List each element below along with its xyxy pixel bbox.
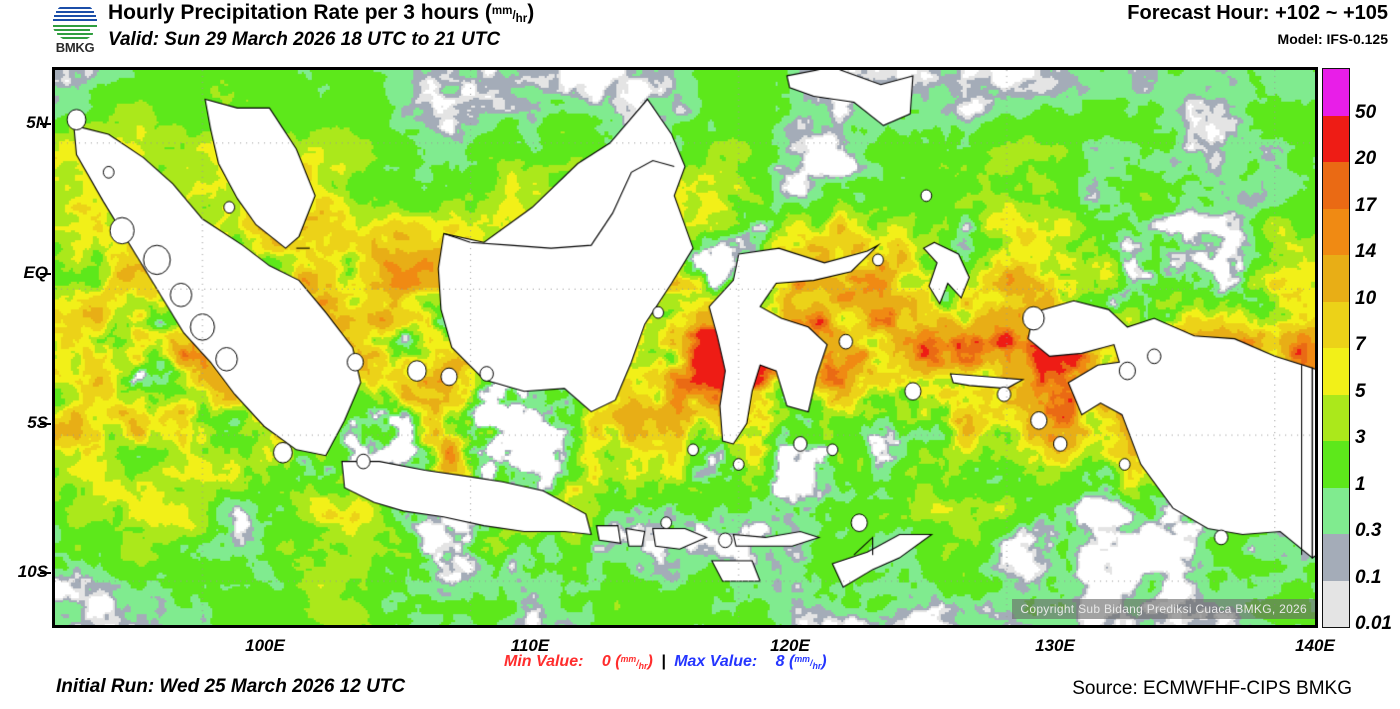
lon-label-140e: 140E: [1295, 636, 1335, 655]
colorbar-label-0.1: 0.1: [1355, 566, 1382, 588]
copyright-watermark: Copyright Sub Bidang Prediksi Cuaca BMKG…: [1012, 599, 1315, 619]
lon-label-120e: 120E: [770, 636, 810, 655]
initial-run-label: Initial Run: Wed 25 March 2026 12 UTC: [56, 676, 406, 697]
map-canvas: [55, 70, 1315, 625]
lat-tick-5s: [40, 423, 51, 425]
valid-time-subtitle: Valid: Sun 29 March 2026 18 UTC to 21 UT…: [108, 29, 501, 50]
lat-label-eq: EQ: [23, 263, 48, 282]
bmkg-logo-disc: [52, 2, 98, 42]
lat-tick-eq: [40, 273, 51, 275]
min-unit: (mm/hr): [610, 653, 653, 671]
model-label: Model: IFS-0.125: [1277, 31, 1388, 47]
colorbar-label-7: 7: [1355, 334, 1366, 355]
max-value: 8: [775, 653, 785, 670]
colorbar-segment-0.1: [1323, 534, 1349, 581]
bmkg-logo-text: BMKG: [55, 40, 95, 55]
colorbar-label-5: 5: [1355, 380, 1366, 402]
colorbar-segment-5: [1323, 348, 1349, 395]
lat-tick-10s: [40, 572, 51, 574]
colorbar-label-20: 20: [1355, 148, 1377, 169]
colorbar-segment-14: [1323, 208, 1349, 255]
colorbar-segment-0.01: [1323, 580, 1349, 627]
colorbar-segment-10: [1323, 255, 1349, 302]
source-label: Source: ECMWFHF-CIPS BMKG: [1072, 678, 1352, 699]
page-title: Hourly Precipitation Rate per 3 hours (m…: [108, 1, 535, 26]
lon-label-110e: 110E: [510, 636, 550, 655]
colorbar-segment-20: [1323, 115, 1349, 162]
colorbar-segment-17: [1323, 162, 1349, 209]
colorbar-label-0.01: 0.01: [1355, 613, 1392, 634]
lon-label-100e: 100E: [245, 636, 285, 655]
minmax-separator: |: [661, 653, 666, 670]
title-unit: mm/hr: [491, 4, 528, 26]
forecast-hour-label: Forecast Hour: +102 ~ +105: [1127, 2, 1388, 24]
colorbar-label-50: 50: [1355, 101, 1377, 123]
lat-label-5s: 5S: [27, 413, 48, 432]
colorbar-label-10: 10: [1355, 287, 1377, 309]
max-value-label: Max Value:: [674, 653, 758, 670]
page-title-text: Hourly Precipitation Rate per 3 hours (: [108, 1, 492, 24]
min-value-label: Min Value:: [504, 653, 584, 670]
colorbar-label-0.3: 0.3: [1355, 520, 1382, 541]
colorbar: [1322, 68, 1350, 628]
colorbar-label-3: 3: [1355, 427, 1366, 448]
lat-tick-5n: [40, 123, 51, 125]
bmkg-logo: BMKG: [46, 2, 104, 55]
min-value: 0: [601, 653, 611, 670]
colorbar-segment-1: [1323, 441, 1349, 488]
colorbar-segment-0.3: [1323, 487, 1349, 534]
colorbar-label-17: 17: [1355, 194, 1377, 216]
lat-label-5n: 5N: [26, 113, 48, 132]
colorbar-label-14: 14: [1355, 241, 1377, 262]
colorbar-segment-50: [1323, 69, 1349, 116]
colorbar-segment-3: [1323, 394, 1349, 441]
max-unit: (mm/hr): [784, 653, 827, 671]
lon-label-130e: 130E: [1035, 636, 1075, 655]
min-max-value-label: Min Value: 0 (mm/hr) | Max Value: 8 (mm/…: [504, 653, 827, 671]
colorbar-segment-7: [1323, 301, 1349, 348]
precipitation-map[interactable]: Copyright Sub Bidang Prediksi Cuaca BMKG…: [52, 67, 1318, 628]
colorbar-label-1: 1: [1355, 473, 1366, 495]
lat-label-10s: 10S: [17, 562, 48, 581]
